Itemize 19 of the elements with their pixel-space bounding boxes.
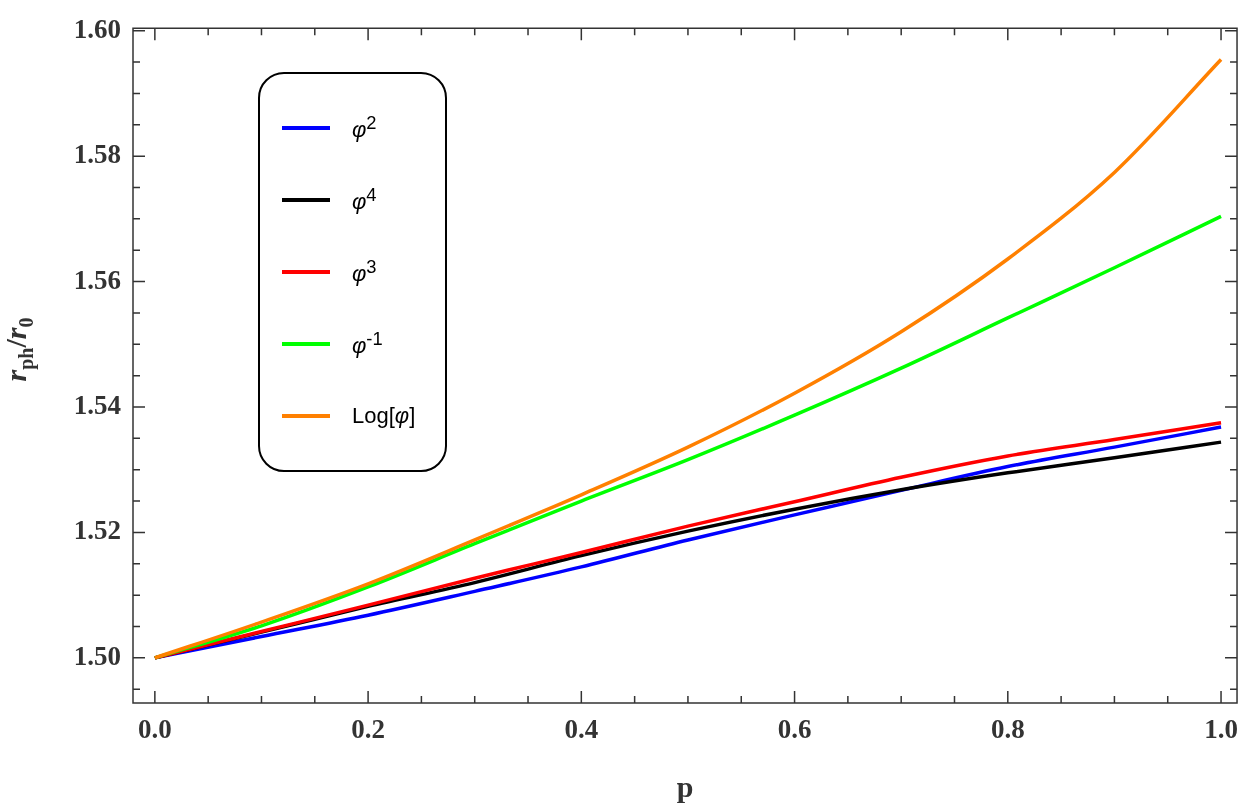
line-series: [153, 57, 1223, 660]
y-tick-label: 1.54: [73, 389, 121, 420]
y-tick-label: 1.50: [73, 640, 121, 671]
x-axis-title: p: [676, 769, 694, 803]
legend-label: φ$^{3}$: [352, 256, 377, 287]
y-tick-label: 1.58: [73, 139, 121, 170]
x-tick-label: 0.6: [777, 714, 812, 745]
legend-label: Log[φ]: [352, 403, 416, 429]
legend-label: φ$^{-1}$: [352, 328, 383, 359]
y-tick-label: 1.52: [73, 515, 121, 546]
y-tick-label: 1.60: [73, 13, 121, 44]
x-tick-label: 0.2: [351, 714, 385, 745]
x-tick-label: 0.4: [564, 714, 599, 745]
x-tick-label: 0.8: [990, 714, 1025, 745]
x-tick-label: 0.0: [137, 714, 172, 745]
x-tick-label: 1.0: [1204, 714, 1238, 745]
y-tick-label: 1.56: [73, 264, 121, 295]
legend-label: φ$^{2}$: [352, 112, 377, 143]
legend-label: φ$^{4}$: [352, 184, 377, 215]
